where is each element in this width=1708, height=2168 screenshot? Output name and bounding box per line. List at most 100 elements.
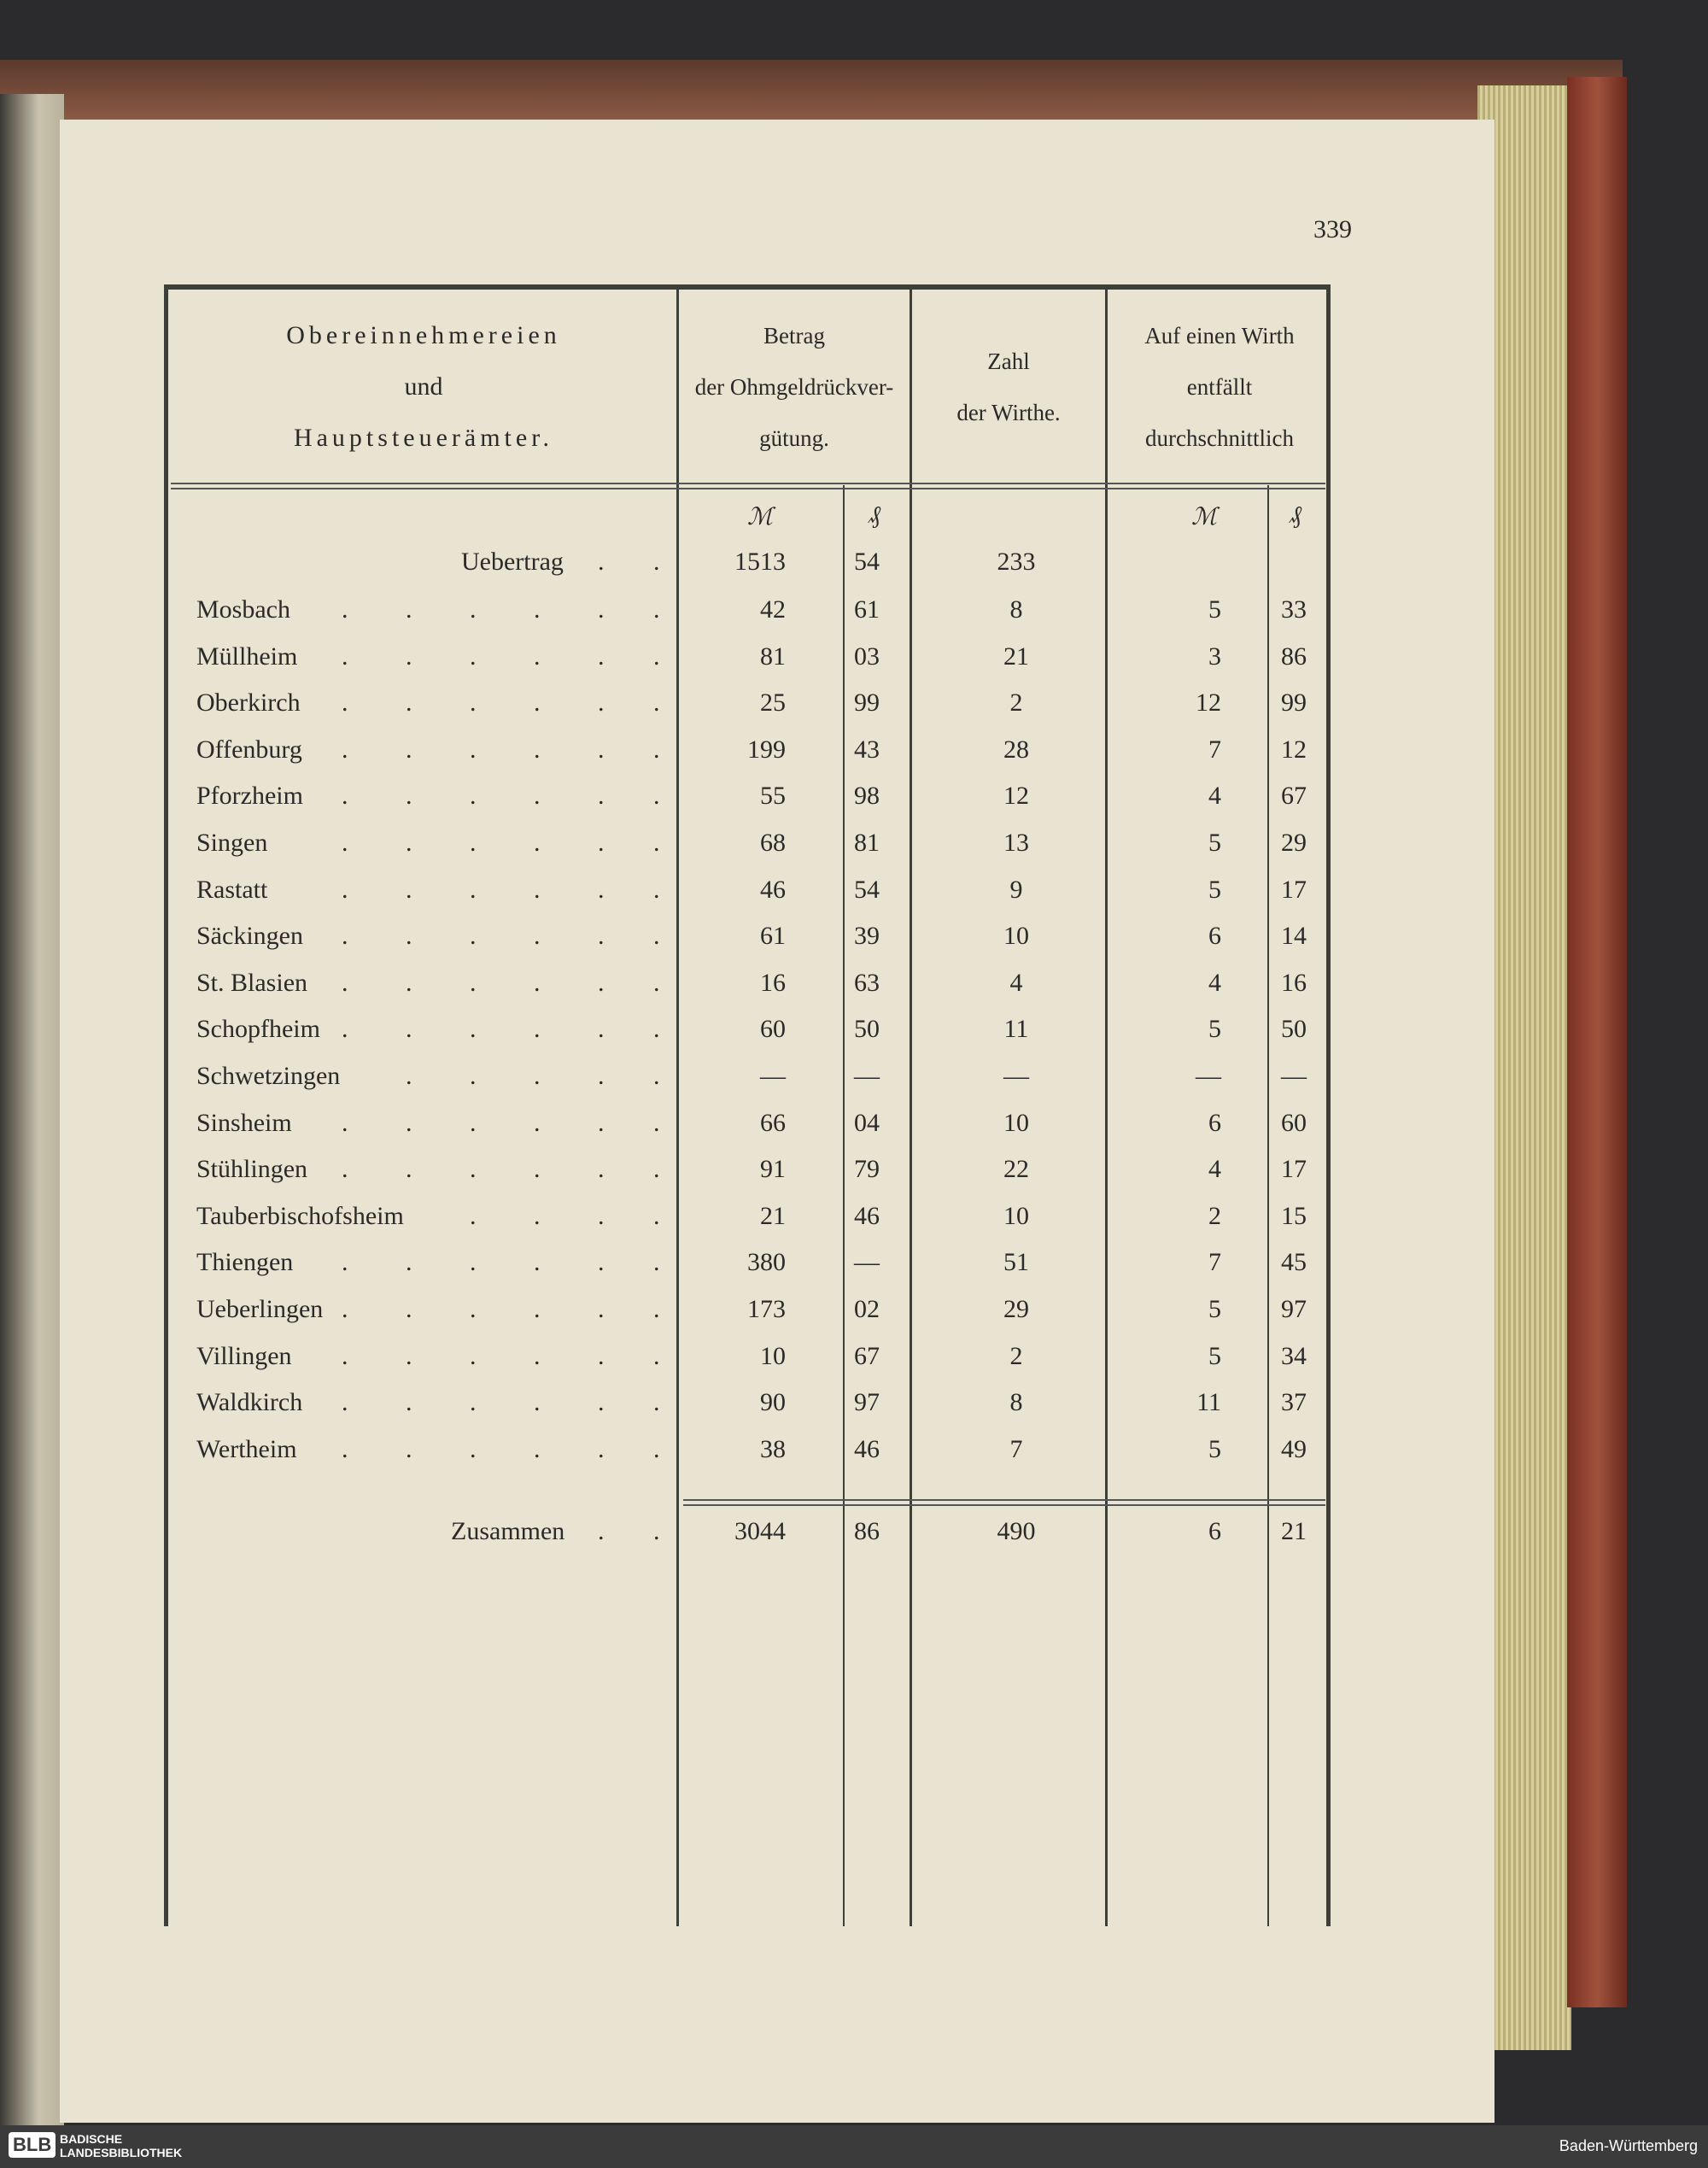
amount-mark: 38 (760, 1435, 786, 1463)
leader-dot: . (470, 922, 477, 950)
avg-mark: 3 (1208, 642, 1221, 671)
leader-dot: . (534, 1388, 541, 1416)
avg-mark: 11 (1196, 1388, 1221, 1416)
amount-mark: 68 (760, 829, 786, 857)
leader-dot: . (653, 1155, 660, 1183)
leader-dot: . (653, 642, 660, 671)
amount-mark: 91 (760, 1155, 786, 1183)
blb-logo[interactable]: BLB (9, 2132, 56, 2158)
amount-mark: 380 (747, 1248, 786, 1276)
header-col-amount: gütung. (759, 425, 829, 451)
leader-dot: . (470, 595, 477, 624)
table (164, 284, 1331, 1926)
leader-dot: . (470, 1295, 477, 1323)
header-col-average: Auf einen Wirth (1144, 323, 1295, 349)
leader-dot: . (406, 735, 412, 764)
count-wirthe: 51 (1003, 1248, 1029, 1276)
row-label: Uebertrag (461, 548, 564, 576)
avg-pf: 60 (1281, 1109, 1307, 1137)
row-label: Schwetzingen (196, 1062, 341, 1090)
leader-dot: . (470, 829, 477, 857)
amount-mark: 199 (747, 735, 786, 764)
leader-dot: . (598, 642, 605, 671)
unit-pf: ₰ (1290, 502, 1301, 529)
leader-dot: . (598, 735, 605, 764)
amount-pf: — (854, 1062, 880, 1090)
avg-pf: 16 (1281, 969, 1307, 997)
unit-mark: ℳ (747, 504, 773, 530)
amount-pf: 04 (854, 1109, 880, 1137)
leader-dot: . (653, 735, 660, 764)
avg-pf: 14 (1281, 922, 1307, 950)
amount-mark: 173 (747, 1295, 786, 1323)
amount-mark: 25 (760, 688, 786, 717)
row-label: Singen (196, 829, 268, 857)
leader-dot: . (534, 1248, 541, 1276)
leader-dot: . (598, 595, 605, 624)
row-label: Schopfheim (196, 1015, 320, 1043)
total-rule (683, 1499, 1325, 1506)
leader-dot: . (534, 1109, 541, 1137)
leader-dot: . (470, 1248, 477, 1276)
count-wirthe: 11 (1003, 1015, 1029, 1043)
leader-dot: . (342, 1155, 348, 1183)
avg-mark: 5 (1208, 876, 1221, 904)
row-label: St. Blasien (196, 969, 308, 997)
leader-dot: . (342, 1015, 348, 1043)
leader-dot: . (534, 1155, 541, 1183)
leader-dot: . (534, 1342, 541, 1370)
leader-dot: . (342, 1109, 348, 1137)
amount-pf: 46 (854, 1202, 880, 1230)
leader-dot: . (653, 876, 660, 904)
leader-dot: . (534, 876, 541, 904)
leader-dot: . (653, 1295, 660, 1323)
leader-dot: . (598, 1388, 605, 1416)
amount-pf: 67 (854, 1342, 880, 1370)
amount-mark: 81 (760, 642, 786, 671)
leader-dot: . (470, 876, 477, 904)
subcolumn-divider (843, 485, 845, 1926)
leader-dot: . (406, 782, 412, 810)
row-label: Sinsheim (196, 1109, 292, 1137)
leader-dot: . (470, 688, 477, 717)
leader-dot: . (534, 922, 541, 950)
leader-dot: . (534, 1015, 541, 1043)
leader-dot: . (470, 642, 477, 671)
leader-dot: . (653, 922, 660, 950)
count-wirthe: 8 (1009, 1388, 1023, 1416)
avg-mark: 7 (1208, 735, 1221, 764)
leader-dot: . (534, 642, 541, 671)
amount-mark: 42 (760, 595, 786, 624)
book-cover-right (1567, 77, 1627, 2007)
page-number: 339 (1313, 215, 1352, 243)
avg-pf: 29 (1281, 829, 1307, 857)
count-wirthe: 13 (1003, 829, 1029, 857)
count-wirthe: 4 (1009, 969, 1023, 997)
avg-mark: 5 (1208, 1435, 1221, 1463)
avg-mark: 6 (1208, 1109, 1221, 1137)
leader-dot: . (342, 595, 348, 624)
leader-dot: . (598, 1248, 605, 1276)
header-col-amount: Betrag (763, 323, 825, 349)
row-label: Villingen (196, 1342, 292, 1370)
amount-pf: 81 (854, 829, 880, 857)
leader-dot: . (406, 1062, 412, 1090)
count-wirthe: 10 (1003, 922, 1029, 950)
count-wirthe: 21 (1003, 642, 1029, 671)
avg-mark: — (1196, 1062, 1221, 1090)
amount-pf: 02 (854, 1295, 880, 1323)
avg-pf: 15 (1281, 1202, 1307, 1230)
count-wirthe: 29 (1003, 1295, 1029, 1323)
leader-dot: . (653, 1517, 660, 1545)
state-logo[interactable]: Baden-Württemberg (1559, 2137, 1698, 2154)
leader-dot: . (406, 1295, 412, 1323)
header-rule (171, 483, 1325, 489)
leader-dot: . (406, 1015, 412, 1043)
leader-dot: . (534, 688, 541, 717)
count-wirthe: 2 (1009, 688, 1023, 717)
leader-dot: . (406, 969, 412, 997)
leader-dot: . (470, 735, 477, 764)
header-col-amount: der Ohmgeldrückver- (694, 374, 894, 400)
avg-pf: 17 (1281, 1155, 1307, 1183)
leader-dot: . (653, 1342, 660, 1370)
